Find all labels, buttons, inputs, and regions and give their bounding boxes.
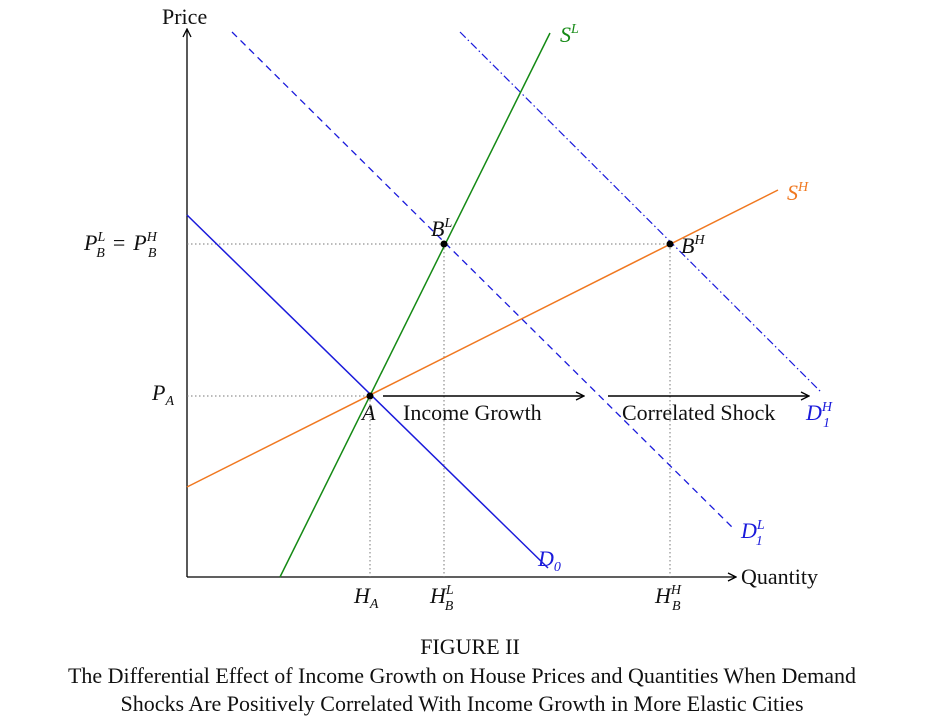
symbol: S bbox=[560, 22, 571, 47]
superscript: H bbox=[693, 233, 705, 248]
point bbox=[366, 392, 374, 400]
subscript: B bbox=[148, 246, 157, 261]
symbol: D bbox=[537, 546, 554, 571]
curve-label: D0 bbox=[537, 546, 561, 575]
curve-label: SH bbox=[787, 180, 809, 205]
demand-low bbox=[231, 31, 736, 531]
superscript: H bbox=[670, 583, 682, 598]
guides bbox=[187, 243, 671, 577]
equals: = bbox=[113, 230, 125, 255]
superscript: L bbox=[570, 22, 579, 37]
symbol: B bbox=[431, 216, 444, 241]
symbol: P bbox=[132, 230, 146, 255]
superscript: L bbox=[445, 583, 454, 598]
supply-high bbox=[186, 189, 779, 488]
superscript: H bbox=[146, 230, 158, 245]
symbol: H bbox=[654, 583, 672, 608]
point bbox=[440, 240, 448, 248]
symbol: D bbox=[740, 518, 757, 543]
symbol: B bbox=[681, 233, 694, 258]
x-axis-label: Quantity bbox=[741, 564, 818, 589]
quantity-label: HH B bbox=[654, 583, 682, 614]
supply-low bbox=[279, 32, 551, 578]
symbol: S bbox=[787, 180, 798, 205]
symbol: H bbox=[353, 583, 371, 608]
symbol: D bbox=[805, 400, 822, 425]
point-label: BL bbox=[431, 216, 452, 241]
point-label: A bbox=[360, 400, 376, 425]
y-axis-label: Price bbox=[162, 4, 207, 29]
curve-label: DH 1 bbox=[805, 400, 833, 431]
curve-label: DL 1 bbox=[740, 518, 765, 549]
superscript: L bbox=[96, 230, 105, 245]
caption-line: Shocks Are Positively Correlated With In… bbox=[120, 691, 803, 716]
term: PH B bbox=[132, 230, 157, 261]
arrow-label: Income Growth bbox=[403, 400, 542, 425]
subscript: B bbox=[445, 599, 454, 614]
superscript: H bbox=[821, 400, 833, 415]
superscript: L bbox=[756, 518, 765, 533]
caption-line: The Differential Effect of Income Growth… bbox=[68, 663, 856, 688]
superscript: H bbox=[797, 180, 809, 195]
point-label: BH bbox=[681, 233, 705, 258]
figure-label: FIGURE II bbox=[420, 634, 520, 659]
point bbox=[666, 240, 674, 248]
symbol: H bbox=[429, 583, 447, 608]
subscript: B bbox=[96, 246, 105, 261]
quantity-label: HL B bbox=[429, 583, 454, 614]
price-label: PA bbox=[151, 380, 174, 409]
quantity-label: HA bbox=[353, 583, 379, 612]
term: PL B bbox=[83, 230, 105, 261]
superscript: L bbox=[443, 216, 452, 231]
symbol: P bbox=[83, 230, 97, 255]
symbol: P bbox=[151, 380, 165, 405]
demand-0 bbox=[186, 214, 549, 569]
subscript: 1 bbox=[823, 416, 830, 431]
subscript: A bbox=[164, 394, 174, 409]
subscript: 1 bbox=[756, 534, 763, 549]
arrow-label: Correlated Shock bbox=[622, 400, 775, 425]
demand-high bbox=[459, 31, 823, 394]
curve-label: SL bbox=[560, 22, 579, 47]
subscript: A bbox=[369, 597, 379, 612]
subscript: B bbox=[672, 599, 681, 614]
price-label: PL B = PH B bbox=[83, 230, 158, 261]
subscript: 0 bbox=[554, 560, 561, 575]
